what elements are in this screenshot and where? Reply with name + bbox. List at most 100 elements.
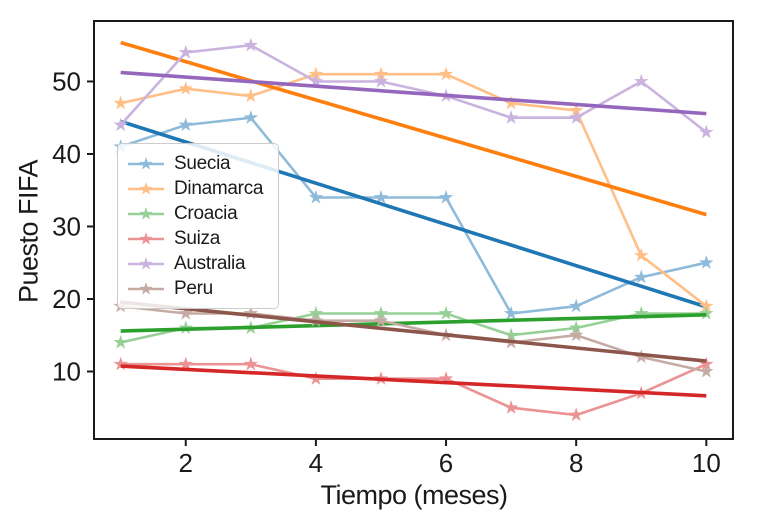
star-marker — [113, 117, 128, 132]
series-line — [119, 43, 708, 134]
trend-line — [120, 70, 707, 116]
star-marker — [568, 320, 584, 335]
star-marker — [699, 305, 714, 320]
legend-star-marker-icon — [139, 156, 153, 170]
star-marker — [373, 66, 389, 81]
star-marker — [178, 305, 193, 320]
star-marker — [113, 334, 128, 349]
legend-item-suecia: Suecia — [127, 151, 270, 176]
star-marker — [178, 117, 193, 132]
series-suiza — [113, 356, 714, 422]
star-marker — [503, 110, 519, 124]
y-tick-label: 50 — [52, 66, 81, 96]
x-axis-label: Tiempo (meses) — [320, 480, 508, 510]
legend-star-marker-icon — [139, 206, 153, 220]
y-tick-label: 20 — [52, 284, 81, 314]
legend-star-marker-icon — [139, 256, 153, 270]
star-marker — [308, 189, 324, 204]
legend-label: Suecia — [174, 152, 231, 174]
star-marker — [373, 73, 389, 88]
x-tick-label: 6 — [439, 448, 453, 478]
star-marker — [568, 327, 584, 342]
star-marker — [438, 305, 454, 320]
star-marker — [178, 356, 193, 371]
legend-star-marker-icon — [139, 231, 153, 245]
legend-label: Croacia — [174, 202, 238, 224]
star-marker — [438, 66, 454, 81]
star-marker — [503, 305, 519, 320]
star-marker — [568, 110, 584, 124]
star-marker — [634, 269, 649, 284]
legend-swatch — [128, 206, 164, 220]
legend-item-dinamarca: Dinamarca — [127, 176, 270, 201]
legend-swatch — [128, 281, 164, 295]
trend-line — [120, 300, 707, 363]
legend: Suecia Dinamarca Croacia Suiza Australia Peru — [117, 143, 279, 309]
legend-star-marker-icon — [139, 281, 153, 295]
trend-line — [120, 364, 707, 398]
legend-label: Australia — [174, 252, 246, 274]
star-marker — [308, 73, 324, 88]
legend-swatch — [128, 231, 164, 245]
legend-star-marker-icon — [139, 181, 153, 195]
star-marker — [178, 81, 193, 95]
x-tick-label: 2 — [179, 448, 193, 478]
series-australia — [113, 37, 714, 139]
y-tick-label: 30 — [52, 211, 81, 241]
star-marker — [178, 44, 193, 59]
y-axis-label: Puesto FIFA — [13, 159, 44, 304]
star-marker — [113, 356, 128, 371]
star-marker — [243, 305, 259, 320]
legend-item-peru: Peru — [127, 276, 270, 301]
star-marker — [308, 66, 324, 81]
star-marker — [503, 95, 519, 110]
star-marker — [699, 356, 714, 371]
star-marker — [699, 124, 714, 139]
series-line — [120, 116, 707, 315]
star-marker — [178, 320, 193, 335]
star-marker — [503, 400, 519, 414]
star-marker — [373, 305, 389, 320]
legend-swatch — [128, 156, 164, 170]
axes-spines — [93, 20, 734, 440]
star-marker — [438, 189, 454, 204]
legend-item-australia: Australia — [127, 251, 270, 276]
series-croacia — [113, 305, 714, 349]
star-marker — [634, 247, 649, 262]
legend-label: Peru — [174, 277, 213, 299]
star-marker — [113, 95, 128, 110]
star-marker — [699, 363, 714, 378]
star-marker — [634, 305, 649, 320]
star-marker — [243, 37, 259, 52]
star-marker — [634, 73, 649, 88]
star-marker — [699, 255, 714, 269]
star-marker — [243, 110, 259, 124]
series-peru — [113, 298, 714, 378]
series-dinamarca — [113, 40, 714, 313]
legend-swatch — [128, 181, 164, 195]
legend-item-croacia: Croacia — [127, 201, 270, 226]
series-line — [120, 72, 708, 308]
star-marker — [373, 189, 389, 204]
star-marker — [243, 88, 259, 103]
star-marker — [568, 298, 584, 313]
legend-item-suiza: Suiza — [127, 226, 270, 251]
star-marker — [308, 371, 324, 385]
y-tick-label: 40 — [52, 139, 81, 169]
trend-line — [120, 40, 707, 217]
x-tick-label: 8 — [569, 448, 583, 478]
star-marker — [699, 298, 714, 313]
trend-line — [120, 313, 707, 333]
star-marker — [568, 407, 584, 422]
star-marker — [308, 305, 324, 320]
legend-swatch — [128, 256, 164, 270]
star-marker — [373, 313, 389, 327]
x-tick-label: 4 — [309, 448, 323, 478]
star-marker — [243, 356, 259, 371]
legend-label: Dinamarca — [174, 177, 264, 199]
series-line — [120, 362, 707, 417]
star-marker — [568, 102, 584, 117]
legend-label: Suiza — [174, 227, 221, 249]
